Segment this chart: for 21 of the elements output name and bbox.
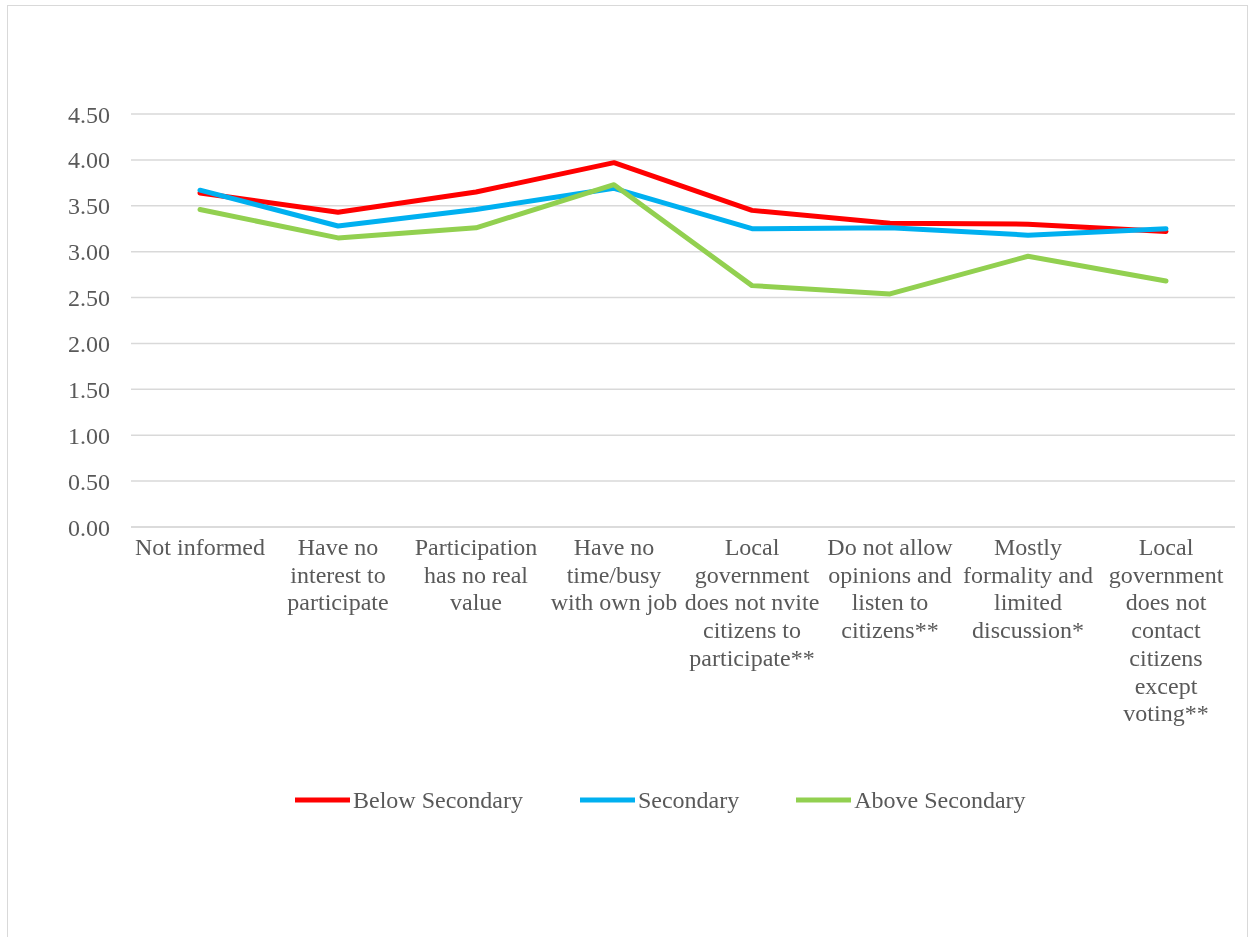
y-tick-label: 1.00 [68,422,110,449]
x-tick-label: Not informed [135,534,265,560]
y-tick-label: 0.50 [68,468,110,495]
x-tick-label: Participation has no real value [414,534,538,616]
y-tick-label: 2.00 [68,330,110,357]
x-tick-label: Local government does not contact citizens except voting** [1108,534,1224,727]
legend-label: Above Secondary [854,786,1026,814]
x-tick-label: Have no time/busy with own job [550,534,678,616]
legend-label: Below Secondary [353,786,523,814]
x-tick-label: Do not allow opinions and listen to citizens** [827,534,954,644]
x-tick-label: Mostly formality and limited discussion* [963,534,1093,644]
x-tick-label: Local government does not nvite citizens to participate** [684,534,820,671]
y-tick-label: 4.00 [68,147,110,174]
y-tick-label: 0.00 [68,514,110,541]
x-tick-label: Have no interest to participate [287,534,389,616]
y-tick-label: 3.00 [68,239,110,266]
legend-label: Secondary [637,786,740,814]
y-tick-label: 2.50 [68,285,110,312]
y-tick-label: 3.50 [68,193,110,220]
y-tick-label: 1.50 [68,376,110,403]
y-tick-label: 4.50 [68,101,110,128]
